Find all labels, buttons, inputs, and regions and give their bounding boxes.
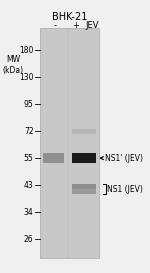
Text: 180: 180 — [19, 46, 33, 55]
Text: NS1' (JEV): NS1' (JEV) — [100, 154, 143, 163]
Bar — [72, 189, 96, 194]
Bar — [43, 153, 64, 163]
Text: BHK-21: BHK-21 — [52, 12, 87, 22]
Text: JEV: JEV — [86, 21, 99, 30]
Text: 43: 43 — [24, 181, 33, 190]
Bar — [40, 28, 99, 258]
Bar — [72, 153, 96, 163]
Bar — [72, 184, 96, 189]
Text: +: + — [72, 21, 79, 30]
Text: -: - — [53, 21, 56, 30]
Text: NS1 (JEV): NS1 (JEV) — [107, 185, 143, 194]
Text: 26: 26 — [24, 235, 33, 244]
Bar — [72, 129, 96, 133]
Text: 130: 130 — [19, 73, 33, 82]
Text: 55: 55 — [24, 154, 33, 163]
Text: 95: 95 — [24, 100, 33, 109]
Text: 72: 72 — [24, 127, 33, 136]
Text: 34: 34 — [24, 208, 33, 217]
Text: MW
(kDa): MW (kDa) — [2, 55, 24, 75]
